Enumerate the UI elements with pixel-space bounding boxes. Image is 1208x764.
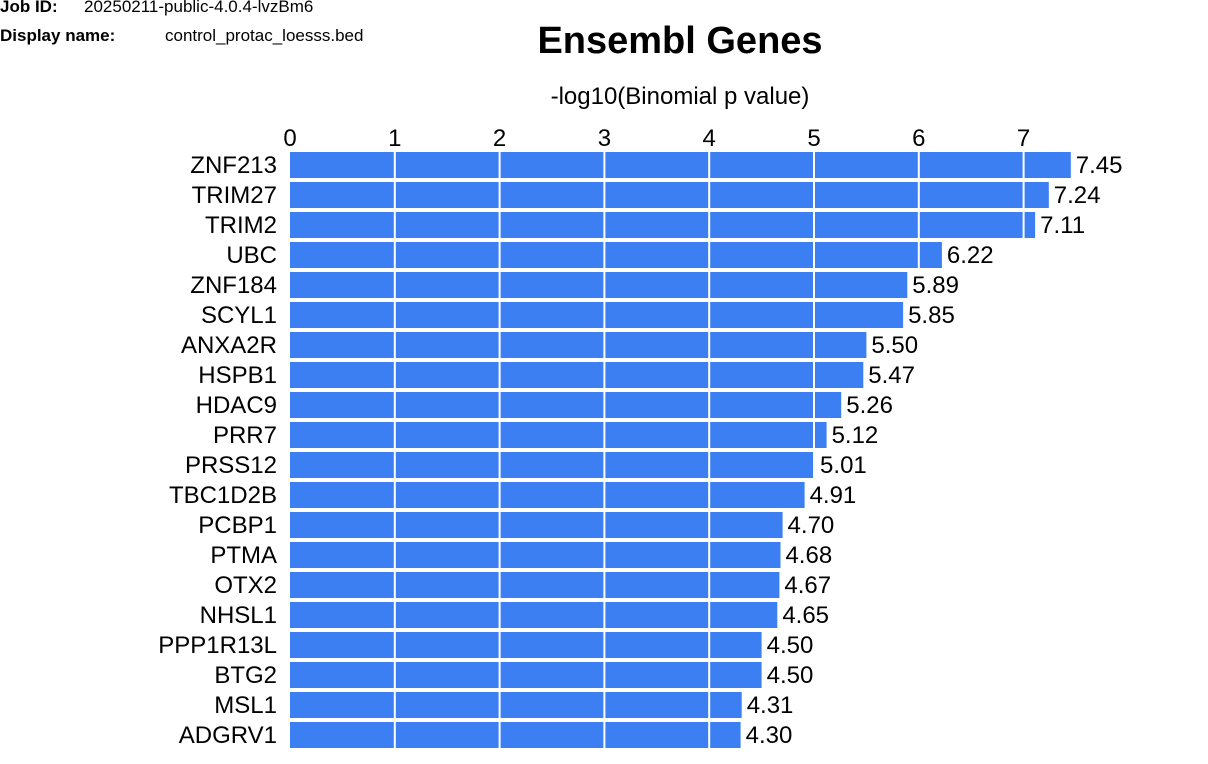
- category-label: TRIM27: [192, 182, 277, 209]
- x-tick-label: 1: [388, 125, 401, 152]
- category-label: NHSL1: [200, 602, 277, 629]
- category-label: ZNF213: [190, 152, 277, 179]
- bar: [290, 272, 908, 298]
- category-label: PPP1R13L: [158, 632, 277, 659]
- value-label: 5.89: [912, 272, 959, 299]
- category-label: HDAC9: [196, 392, 277, 419]
- bar: [290, 722, 741, 748]
- value-labels: 7.45 7.24 7.11 6.22 5.89 5.85 5.50 5.47 5.26 5.12…: [746, 152, 1123, 749]
- bar: [290, 302, 904, 328]
- value-label: 7.11: [1040, 212, 1085, 239]
- bar: [290, 392, 842, 418]
- value-label: 6.22: [947, 242, 994, 269]
- bar: [290, 332, 867, 358]
- category-label: ADGRV1: [179, 722, 277, 749]
- display-name-label: Display name:: [0, 26, 116, 45]
- value-label: 5.85: [908, 302, 955, 329]
- value-label: 4.70: [788, 512, 835, 539]
- job-id-label: Job ID:: [0, 0, 58, 16]
- value-label: 5.26: [846, 392, 893, 419]
- bar: [290, 182, 1049, 208]
- x-tick-label: 2: [493, 125, 506, 152]
- category-label: BTG2: [214, 662, 277, 689]
- x-tick-label: 4: [703, 125, 716, 152]
- bar: [290, 362, 864, 388]
- bar: [290, 542, 781, 568]
- value-label: 7.45: [1076, 152, 1123, 179]
- category-label: UBC: [226, 242, 277, 269]
- value-label: 5.01: [820, 452, 867, 479]
- category-label: PRSS12: [185, 452, 277, 479]
- value-label: 5.50: [871, 332, 918, 359]
- bar: [290, 242, 942, 268]
- bar: [290, 452, 815, 478]
- x-tick-label: 5: [807, 125, 820, 152]
- x-tick-label: 6: [912, 125, 925, 152]
- value-label: 4.67: [784, 572, 831, 599]
- x-tick-label: 3: [598, 125, 611, 152]
- display-name-value: control_protac_loesss.bed: [165, 26, 364, 45]
- value-label: 4.91: [810, 482, 857, 509]
- value-label: 4.30: [746, 722, 793, 749]
- value-label: 7.24: [1054, 182, 1101, 209]
- bar: [290, 422, 827, 448]
- category-label: PRR7: [213, 422, 277, 449]
- category-label: HSPB1: [198, 362, 277, 389]
- bar: [290, 662, 762, 688]
- bar: [290, 152, 1071, 178]
- display-name-row: Display name: control_protac_loesss.bed: [0, 26, 363, 46]
- category-label: OTX2: [214, 572, 277, 599]
- x-axis-label: -log10(Binomial p value): [551, 83, 810, 110]
- job-id-row: Job ID: 20250211-public-4.0.4-lvzBm6: [0, 0, 313, 17]
- bar: [290, 212, 1036, 238]
- category-label: TBC1D2B: [169, 482, 277, 509]
- bar: [290, 692, 742, 718]
- job-id-value: 20250211-public-4.0.4-lvzBm6: [84, 0, 314, 16]
- category-label: SCYL1: [201, 302, 277, 329]
- value-label: 4.31: [747, 692, 794, 719]
- bar: [290, 512, 783, 538]
- value-label: 5.12: [832, 422, 879, 449]
- bar: [290, 482, 805, 508]
- x-axis-ticks: 0 1 2 3 4 5 6 7: [283, 125, 1030, 152]
- x-tick-label: 0: [283, 125, 296, 152]
- bar: [290, 632, 762, 658]
- category-label: MSL1: [214, 692, 277, 719]
- bar: [290, 572, 780, 598]
- value-label: 4.65: [782, 602, 829, 629]
- value-label: 4.50: [767, 662, 814, 689]
- category-label: TRIM2: [205, 212, 277, 239]
- value-label: 4.50: [767, 632, 814, 659]
- value-label: 5.47: [868, 362, 915, 389]
- bar: [290, 602, 778, 628]
- category-label: ANXA2R: [181, 332, 277, 359]
- gridlines: [393, 152, 1025, 748]
- x-tick-label: 7: [1017, 125, 1030, 152]
- category-label: PTMA: [210, 542, 277, 569]
- value-label: 4.68: [785, 542, 832, 569]
- chart-title: Ensembl Genes: [537, 20, 822, 62]
- category-label: ZNF184: [190, 272, 277, 299]
- category-label: PCBP1: [198, 512, 277, 539]
- bars: [290, 152, 1071, 748]
- category-labels: ZNF213 TRIM27 TRIM2 UBC ZNF184 SCYL1 ANXA2R HSP…: [158, 152, 277, 749]
